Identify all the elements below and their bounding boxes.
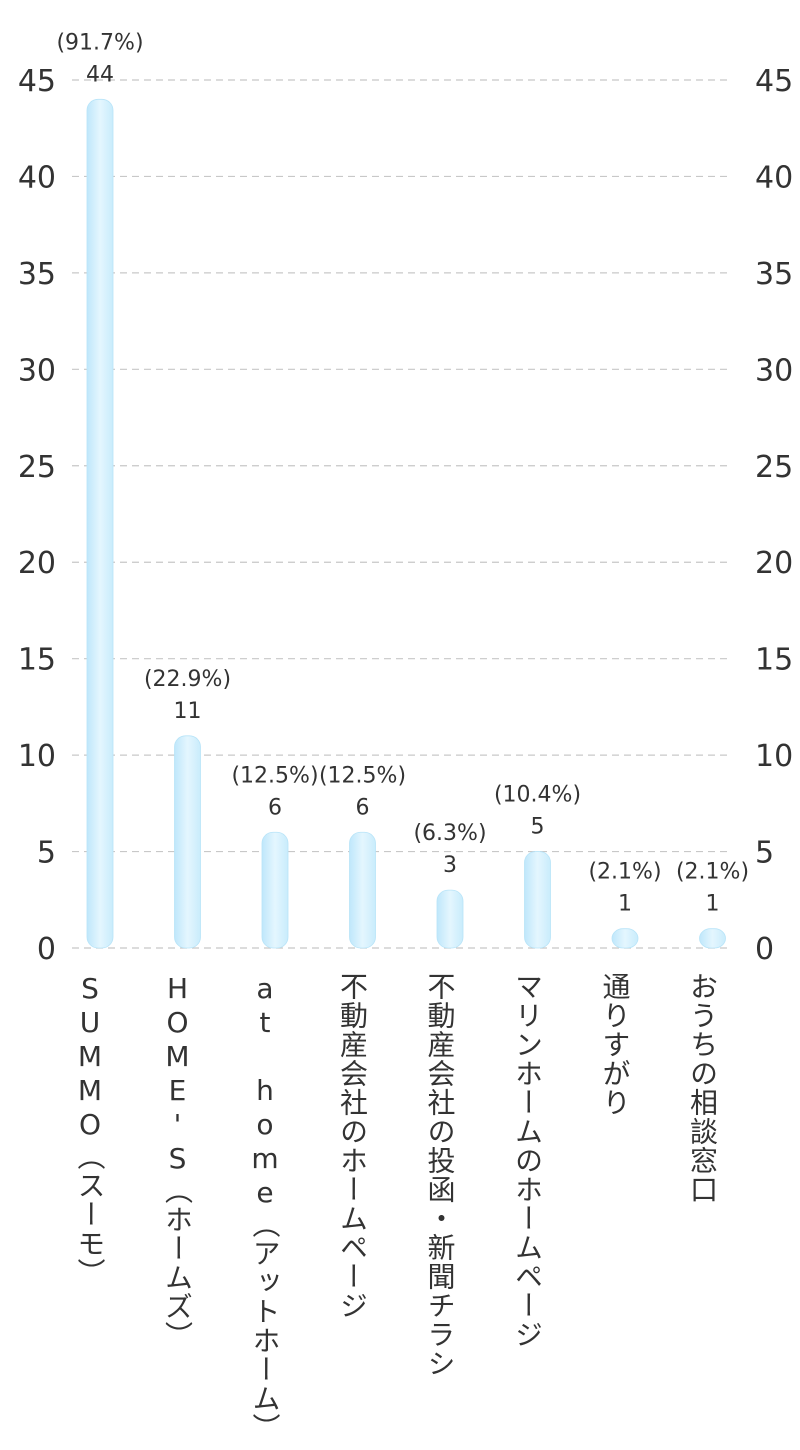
category-label-2: at home（アットホーム） bbox=[249, 972, 282, 1442]
bar-3 bbox=[349, 831, 376, 949]
y-tick-right-45: 45 bbox=[755, 64, 793, 99]
percent-label-5: (10.4%) bbox=[494, 783, 581, 808]
gridlines bbox=[72, 79, 728, 949]
bar-5 bbox=[524, 851, 551, 949]
y-tick-left-40: 40 bbox=[18, 160, 56, 195]
y-tick-right-35: 35 bbox=[755, 257, 793, 292]
category-label-7: おうちの相談窓口 bbox=[686, 972, 719, 1204]
y-tick-right-15: 15 bbox=[755, 643, 793, 678]
y-tick-right-20: 20 bbox=[755, 546, 793, 581]
percent-label-1: (22.9%) bbox=[144, 667, 231, 692]
y-tick-right-30: 30 bbox=[755, 353, 793, 388]
percent-label-3: (12.5%) bbox=[319, 763, 406, 788]
y-tick-left-0: 0 bbox=[37, 932, 56, 967]
percent-label-2: (12.5%) bbox=[231, 763, 318, 788]
value-label-7: 1 bbox=[706, 892, 720, 917]
y-tick-right-40: 40 bbox=[755, 160, 793, 195]
category-label-0: SUMMO（スーモ） bbox=[74, 972, 107, 1287]
bar-4 bbox=[436, 889, 464, 949]
y-tick-left-35: 35 bbox=[18, 257, 56, 292]
y-tick-right-25: 25 bbox=[755, 450, 793, 485]
y-axis-left: 0 5 10 15 20 25 30 35 40 45 bbox=[18, 64, 56, 967]
data-labels: 44(91.7%)11(22.9%)6(12.5%)6(12.5%)3(6.3%… bbox=[56, 30, 749, 916]
y-tick-left-25: 25 bbox=[18, 450, 56, 485]
bar-0 bbox=[86, 98, 114, 949]
value-label-1: 11 bbox=[174, 699, 202, 724]
category-label-1: HOME'S（ホームズ） bbox=[161, 972, 194, 1350]
value-label-6: 1 bbox=[618, 892, 632, 917]
y-tick-left-10: 10 bbox=[18, 739, 56, 774]
value-label-3: 6 bbox=[356, 795, 370, 820]
bar-7 bbox=[699, 928, 726, 949]
category-label-5: マリンホームのホームページ bbox=[511, 972, 544, 1349]
value-label-5: 5 bbox=[531, 815, 545, 840]
category-label-4: 不動産会社の投函・新聞チラシ bbox=[424, 972, 457, 1378]
percent-label-4: (6.3%) bbox=[413, 821, 486, 846]
percent-label-7: (2.1%) bbox=[676, 860, 749, 885]
category-label-3: 不動産会社のホームページ bbox=[336, 972, 369, 1320]
bars bbox=[86, 98, 726, 949]
y-axis-right: 0 5 10 15 20 25 30 35 40 45 bbox=[755, 64, 793, 967]
category-label-6: 通りすがり bbox=[599, 972, 632, 1117]
category-labels: SUMMO（スーモ） HOME'S（ホームズ） at home（アットホーム） 不動産… bbox=[74, 972, 720, 1442]
value-label-2: 6 bbox=[268, 795, 282, 820]
percent-label-0: (91.7%) bbox=[56, 30, 143, 55]
bar-6 bbox=[611, 928, 639, 949]
y-tick-right-0: 0 bbox=[755, 932, 774, 967]
y-tick-right-10: 10 bbox=[755, 739, 793, 774]
bar-2 bbox=[261, 831, 289, 949]
value-label-4: 3 bbox=[443, 853, 457, 878]
y-tick-left-30: 30 bbox=[18, 353, 56, 388]
y-tick-left-5: 5 bbox=[37, 836, 56, 871]
bar-1 bbox=[174, 735, 201, 949]
y-tick-right-5: 5 bbox=[755, 836, 774, 871]
y-tick-left-20: 20 bbox=[18, 546, 56, 581]
percent-label-6: (2.1%) bbox=[588, 860, 661, 885]
value-label-0: 44 bbox=[86, 62, 114, 87]
y-tick-left-15: 15 bbox=[18, 643, 56, 678]
y-tick-left-45: 45 bbox=[18, 64, 56, 99]
